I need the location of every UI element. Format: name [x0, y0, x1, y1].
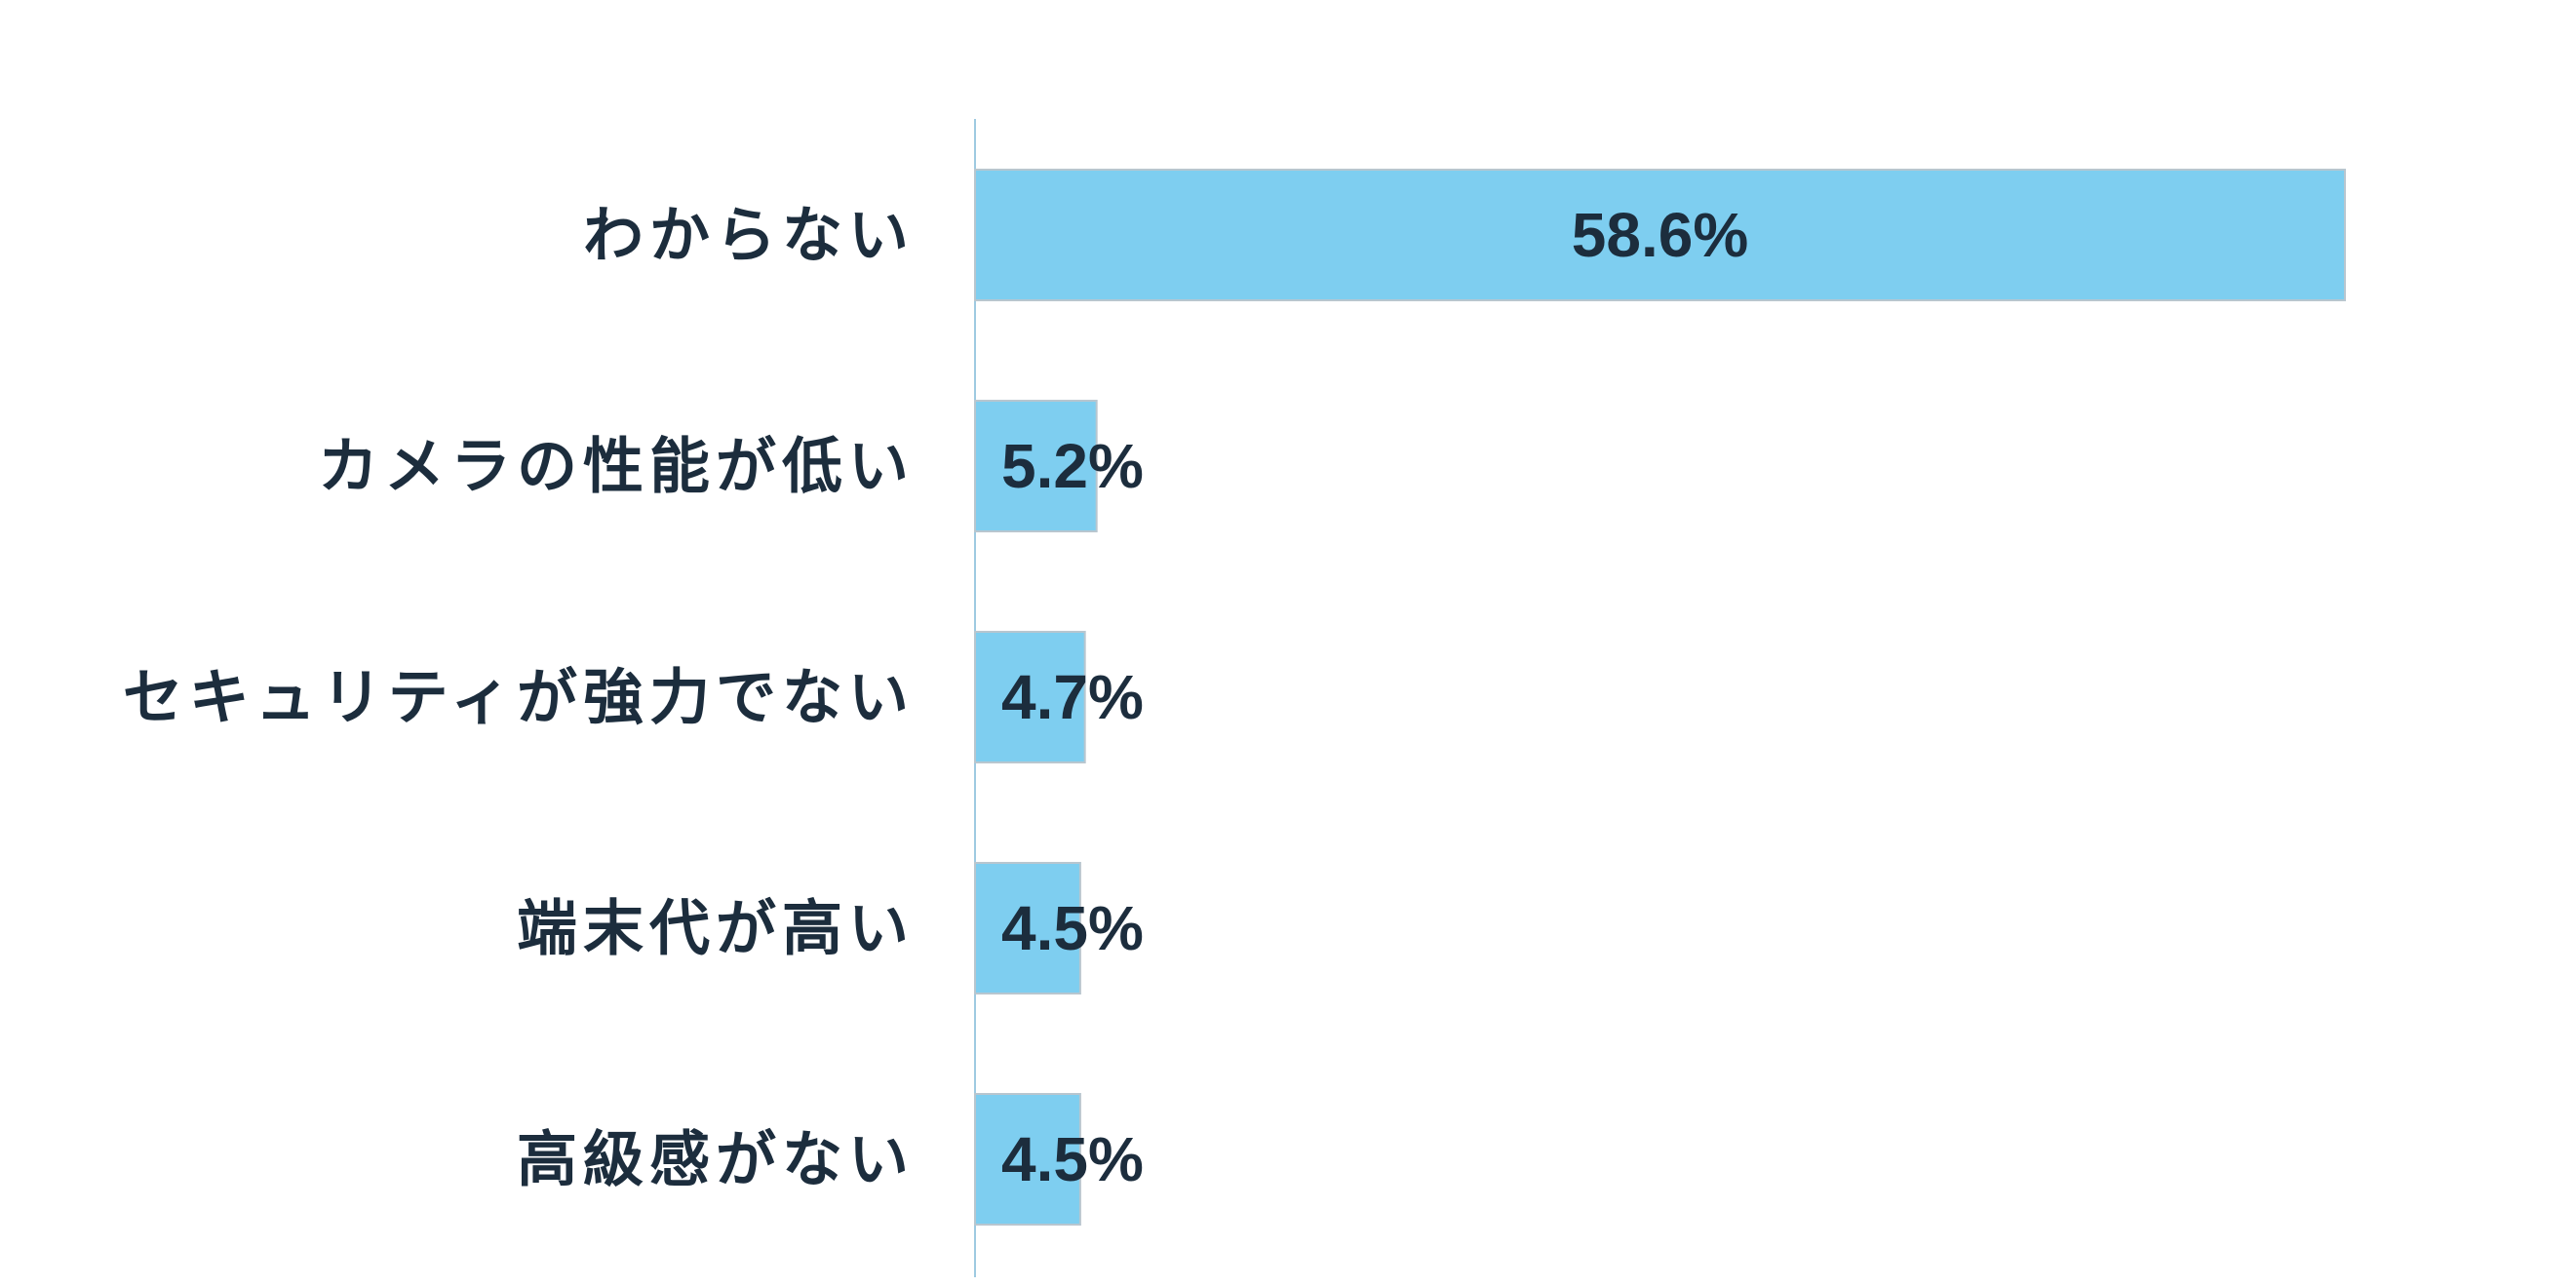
value-label: 58.6%: [1572, 200, 1748, 270]
value-label: 5.2%: [1001, 431, 1144, 501]
value-labels: 58.6% 5.2% 4.7% 4.5% 4.5%: [1001, 200, 1748, 1194]
category-label: 端末代が高い: [517, 893, 915, 964]
bar-2: [974, 400, 1098, 532]
bars-layer: [974, 169, 2346, 1226]
category-label: 高級感がない: [517, 1124, 915, 1195]
bar-5: [974, 1093, 1081, 1226]
category-label: カメラの性能が低い: [318, 431, 915, 502]
category-label: わからない: [583, 200, 915, 271]
bar-3: [974, 631, 1086, 763]
value-label: 4.5%: [1001, 893, 1144, 963]
bar-4: [974, 862, 1081, 994]
bar-1: [974, 169, 2346, 301]
value-label: 4.5%: [1001, 1124, 1144, 1194]
value-label: 4.7%: [1001, 662, 1144, 732]
category-label: セキュリティが強力でない: [123, 662, 915, 733]
